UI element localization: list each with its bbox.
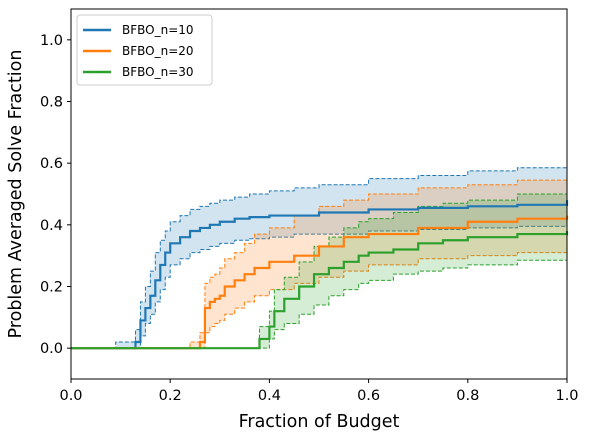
upper-bound-BFBO_n=30 xyxy=(71,190,568,349)
axes-frame xyxy=(70,8,568,380)
lower-bound-BFBO_n=10 xyxy=(71,224,568,349)
x-tick-label: 0.8 xyxy=(456,388,479,404)
band-BFBO_n=10 xyxy=(71,163,567,349)
legend: BFBO_n=10 BFBO_n=20 BFBO_n=30 xyxy=(76,14,213,86)
confidence-bands xyxy=(71,163,568,349)
legend-label: BFBO_n=10 xyxy=(122,23,194,37)
x-tick-label: 1.0 xyxy=(555,388,578,404)
y-tick-label: 0.8 xyxy=(40,95,63,111)
legend-label: BFBO_n=20 xyxy=(122,44,194,58)
x-tick-label: 0.2 xyxy=(159,388,182,404)
series-line-BFBO_n=20 xyxy=(71,215,569,350)
x-axis-ticks: 0.0 0.2 0.4 0.6 0.8 1.0 xyxy=(59,379,579,404)
x-tick-label: 0.4 xyxy=(258,388,281,404)
y-tick-label: 0.6 xyxy=(40,156,63,172)
series-lines xyxy=(71,200,569,350)
y-axis-label: Problem Averaged Solve Fraction xyxy=(6,50,26,339)
series-line-BFBO_n=30 xyxy=(71,231,569,350)
y-tick-label: 0.2 xyxy=(40,280,63,296)
x-axis-label: Fraction of Budget xyxy=(239,412,400,432)
legend-box xyxy=(76,14,213,86)
upper-bound-BFBO_n=10 xyxy=(71,163,568,349)
legend-label: BFBO_n=30 xyxy=(122,65,194,79)
lower-bound-BFBO_n=20 xyxy=(71,249,568,349)
x-tick-label: 0.0 xyxy=(59,388,82,404)
band-BFBO_n=30 xyxy=(71,190,567,349)
band-BFBO_n=20 xyxy=(71,175,567,349)
y-tick-label: 0.4 xyxy=(40,218,63,234)
x-tick-label: 0.6 xyxy=(357,388,380,404)
y-tick-label: 1.0 xyxy=(40,33,63,49)
series-line-BFBO_n=10 xyxy=(71,200,569,350)
y-axis-ticks: 0.0 0.2 0.4 0.6 0.8 1.0 xyxy=(40,33,71,357)
lower-bound-BFBO_n=30 xyxy=(71,255,568,349)
y-tick-label: 0.0 xyxy=(40,341,63,357)
upper-bound-BFBO_n=20 xyxy=(71,175,568,349)
